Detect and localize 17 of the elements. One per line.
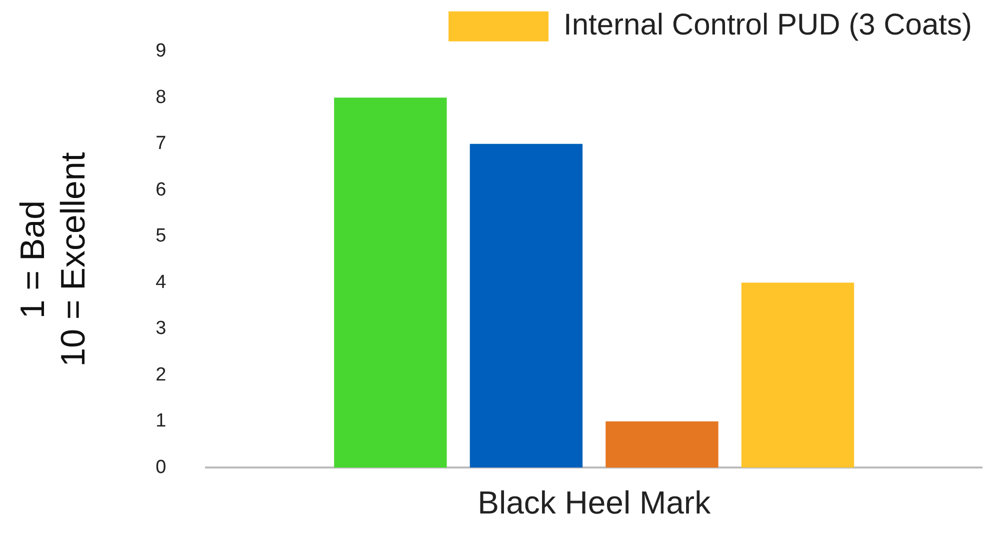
y-axis-title: 1 = Bad 10 = Excellent bbox=[14, 152, 93, 367]
bar bbox=[470, 144, 583, 468]
y-tick-label: 2 bbox=[156, 364, 166, 386]
x-tick-label: Black Heel Mark bbox=[478, 484, 712, 521]
bar bbox=[606, 421, 718, 468]
y-tick-label: 3 bbox=[156, 318, 166, 340]
y-tick-label: 7 bbox=[156, 133, 166, 154]
y-tick-label: 6 bbox=[156, 179, 166, 200]
bar bbox=[741, 282, 854, 468]
y-tick-label: 1 bbox=[156, 410, 166, 432]
bar bbox=[334, 98, 447, 468]
legend-label: Internal Control PUD (3 Coats) bbox=[564, 8, 972, 42]
y-tick-label: 4 bbox=[156, 272, 167, 293]
y-tick-label: 8 bbox=[156, 86, 166, 108]
y-tick-label: 9 bbox=[156, 40, 166, 62]
y-tick-label: 0 bbox=[156, 456, 166, 478]
y-tick-label: 5 bbox=[156, 226, 166, 247]
